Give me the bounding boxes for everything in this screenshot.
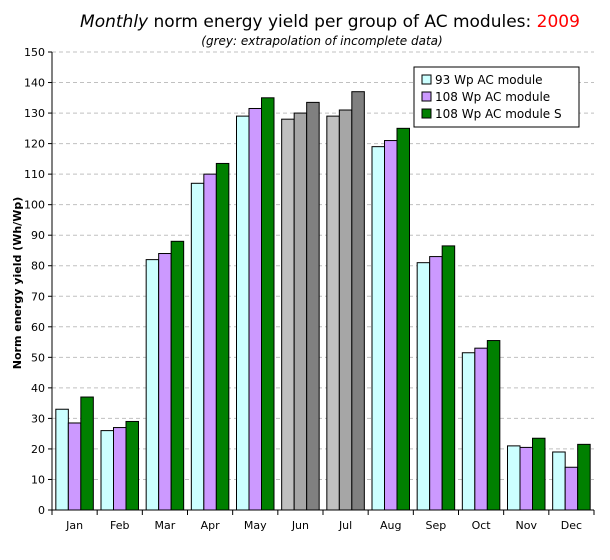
- chart-title-italic: Monthly: [80, 12, 149, 32]
- x-tick-label: Nov: [516, 519, 538, 532]
- bar: [326, 115, 340, 511]
- y-tick-label: 120: [24, 138, 45, 151]
- bar: [293, 112, 308, 511]
- y-tick-label: 0: [38, 504, 45, 517]
- x-tick-labels: Jan Feb Mar Apr May Jun Jul Aug Sep Oct Nov Dec: [65, 519, 582, 532]
- bar: [416, 262, 431, 511]
- bar: [203, 173, 217, 511]
- bar: [158, 253, 172, 511]
- bar: [564, 466, 579, 511]
- bar: [429, 256, 443, 511]
- y-tick-label: 60: [31, 321, 45, 334]
- y-tick-label: 70: [31, 290, 45, 303]
- bar: [507, 445, 521, 511]
- legend-box: [413, 66, 580, 128]
- axes: [48, 51, 595, 515]
- chart-title-main: norm energy yield per group of AC module…: [148, 12, 537, 32]
- chart-title: Monthly norm energy yield per group of A…: [80, 12, 580, 32]
- legend-swatch: [421, 74, 432, 85]
- legend-swatch: [421, 91, 432, 102]
- legend-entry: 108 Wp AC module S: [435, 107, 562, 121]
- bar: [396, 127, 410, 511]
- legend-entry: 108 Wp AC module: [435, 90, 550, 104]
- y-tick-label: 10: [31, 473, 45, 486]
- y-tick-label: 40: [31, 382, 45, 395]
- y-tick-label: 30: [31, 412, 45, 425]
- y-tick-label: 130: [24, 107, 45, 120]
- bar: [236, 115, 250, 511]
- x-tick-label: Jul: [338, 519, 352, 532]
- bar: [55, 408, 69, 511]
- bar: [170, 240, 185, 511]
- bar: [125, 420, 139, 511]
- x-tick-label: Mar: [155, 519, 176, 532]
- bar: [461, 352, 476, 511]
- y-tick-label: 150: [24, 46, 45, 59]
- bar: [384, 140, 398, 511]
- y-tick-label: 110: [24, 168, 45, 181]
- x-tick-label: Oct: [472, 519, 492, 532]
- y-tick-label: 90: [31, 229, 45, 242]
- y-tick-labels: 0 10 20 30 40 50 60 70 80 90 100 110 120 130 140 150: [24, 46, 45, 517]
- bar: [80, 396, 94, 511]
- bar: [351, 91, 365, 511]
- bar: [486, 340, 501, 511]
- bar: [215, 162, 230, 511]
- bar: [577, 443, 591, 511]
- chart-subtitle: (grey: extrapolation of incomplete data): [201, 34, 442, 48]
- x-tick-label: Jan: [65, 519, 83, 532]
- bar: [281, 118, 295, 511]
- y-tick-label: 50: [31, 351, 45, 364]
- bar: [441, 245, 456, 511]
- bar: [100, 430, 114, 511]
- bar: [371, 146, 385, 511]
- x-tick-label: Jun: [291, 519, 309, 532]
- bar: [338, 109, 353, 511]
- x-tick-label: Sep: [426, 519, 447, 532]
- legend-entry: 93 Wp AC module: [435, 73, 543, 87]
- y-tick-label: 140: [24, 77, 45, 90]
- legend: 93 Wp AC module 108 Wp AC module 108 Wp AC…: [413, 66, 580, 128]
- bars: [55, 91, 591, 511]
- bar: [145, 259, 160, 511]
- x-tick-label: May: [244, 519, 267, 532]
- bar: [113, 427, 127, 511]
- bar: [248, 107, 262, 511]
- chart-title-year: 2009: [537, 12, 580, 32]
- bar: [519, 446, 533, 511]
- bar: [67, 422, 82, 511]
- y-tick-label: 100: [24, 199, 45, 212]
- bar: [474, 347, 488, 511]
- y-tick-label: 80: [31, 260, 45, 273]
- bar: [306, 101, 320, 511]
- legend-swatch: [421, 108, 432, 119]
- bar: [552, 451, 566, 511]
- bar: [261, 97, 275, 511]
- x-tick-label: Dec: [561, 519, 582, 532]
- bar: [532, 437, 546, 511]
- x-tick-label: Aug: [380, 519, 401, 532]
- x-tick-label: Apr: [201, 519, 221, 532]
- bar: [190, 182, 205, 511]
- y-axis-label: Norm energy yield (Wh/Wp): [11, 197, 24, 369]
- y-tick-label: 20: [31, 443, 45, 456]
- x-tick-label: Feb: [110, 519, 129, 532]
